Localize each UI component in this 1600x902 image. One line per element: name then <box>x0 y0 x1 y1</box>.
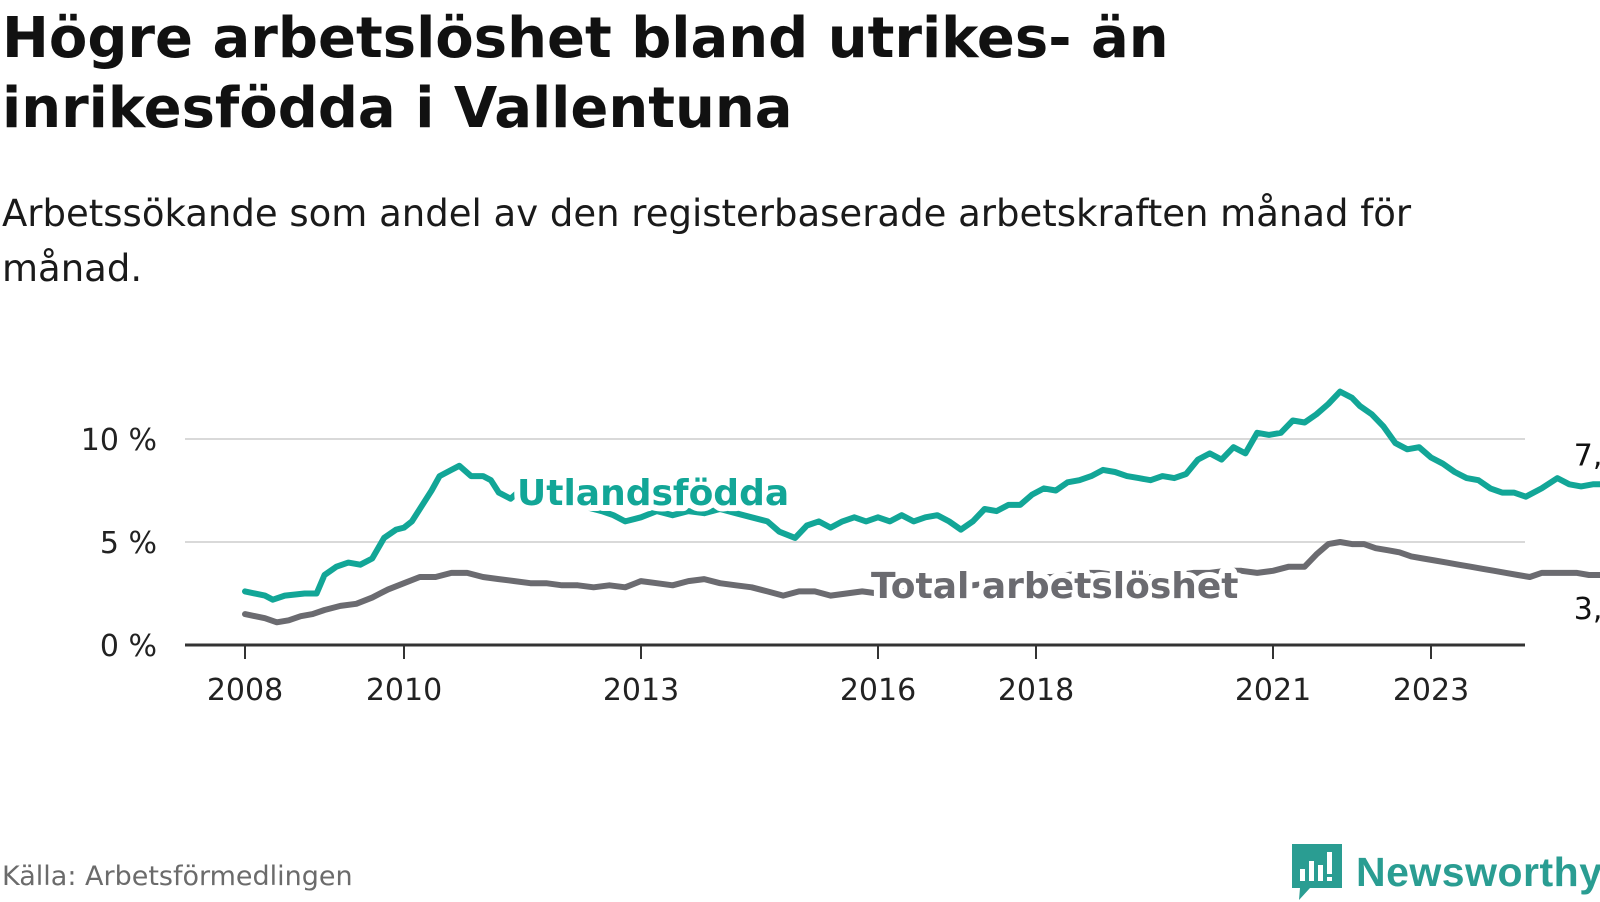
series-line-total <box>242 539 1600 626</box>
chart-subtitle: Arbetssökande som andel av den registerb… <box>2 192 1412 290</box>
series-label-utlandsfodda: Utlandsfödda <box>517 473 789 514</box>
brand-name: Newsworthy <box>1356 848 1600 895</box>
x-tick-label: 2016 <box>840 673 916 708</box>
x-tick-label: 2013 <box>603 673 679 708</box>
label-layer: Utlandsfödda Total arbetslöshet 7,6 % 3,3 % <box>511 435 1600 630</box>
x-tick-label: 2008 <box>207 673 283 708</box>
grid-layer <box>185 438 1525 543</box>
chart-title: Högre arbetslöshet bland utrikes- än inr… <box>2 6 1169 141</box>
axis-layer: 0 % 5 % 10 % 2008 2010 2013 2016 2018 2021 2023 <box>81 423 1525 708</box>
series-label-total: Total arbetslöshet <box>871 566 1239 607</box>
x-tick-label: 2023 <box>1393 673 1469 708</box>
end-label-utlandsfodda: 7,6 % <box>1574 438 1600 473</box>
x-tick-label: 2018 <box>998 673 1074 708</box>
line-chart: 0 % 5 % 10 % 2008 2010 2013 2016 2018 2021 2023 U… <box>81 388 1600 708</box>
newsworthy-icon <box>1292 844 1342 900</box>
y-tick-label: 5 % <box>100 526 157 561</box>
x-tick-label: 2010 <box>366 673 442 708</box>
series-line-utlandsfodda <box>242 388 1600 603</box>
x-tick-label: 2021 <box>1235 673 1311 708</box>
end-label-total: 3,3 % <box>1574 592 1600 627</box>
newsworthy-logo: Newsworthy <box>1292 842 1600 902</box>
line-layer <box>242 388 1600 626</box>
y-tick-label: 10 % <box>81 423 157 458</box>
source-note: Källa: Arbetsförmedlingen <box>2 861 353 892</box>
y-tick-label: 0 % <box>100 629 157 664</box>
